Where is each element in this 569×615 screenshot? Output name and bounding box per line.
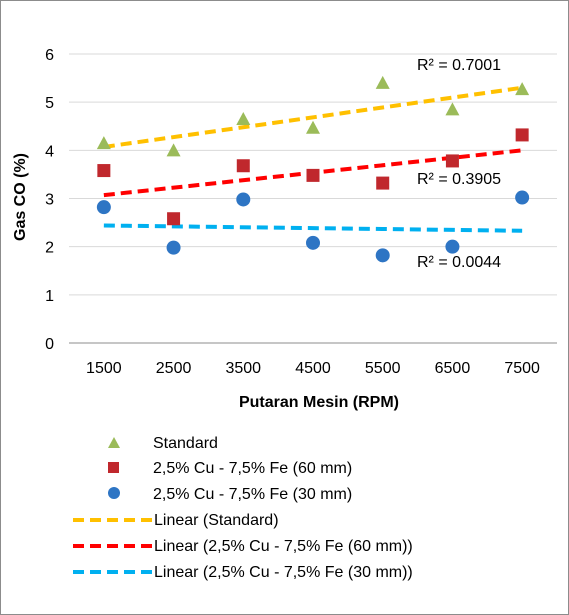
marker-60mm-3500 [236, 159, 250, 173]
marker-30mm-4500 [306, 235, 320, 250]
y-tick-labels: 0 1 2 3 4 5 6 [45, 47, 54, 353]
r2-label-60mm: R² = 0.3905 [417, 171, 501, 188]
marker-standard-3500 [236, 112, 251, 126]
y-tick-label-5: 5 [45, 95, 54, 112]
marker-30mm-5500 [375, 248, 390, 263]
legend-item-linear-60mm: Linear (2,5% Cu - 7,5% Fe (60 mm)) [73, 538, 413, 555]
legend-item-30mm: 2,5% Cu - 7,5% Fe (30 mm) [108, 486, 352, 503]
marker-standard-1500 [96, 136, 111, 150]
trendline-30mm [103, 223, 523, 233]
y-tick-label-3: 3 [45, 192, 54, 209]
marker-60mm-6500 [445, 154, 459, 168]
r2-label-30mm: R² = 0.0044 [417, 254, 501, 271]
x-tick-label-7500: 7500 [504, 360, 540, 377]
legend-label-standard: Standard [153, 435, 218, 452]
x-tick-label-3500: 3500 [225, 360, 261, 377]
y-tick-label-0: 0 [45, 336, 54, 353]
marker-60mm-5500 [376, 176, 390, 190]
marker-30mm-7500 [515, 190, 530, 205]
y-axis-title: Gas CO (%) [12, 153, 29, 241]
marker-standard-7500 [515, 82, 530, 96]
legend: Standard 2,5% Cu - 7,5% Fe (60 mm) 2,5% … [73, 435, 413, 581]
legend-label-linear-60mm: Linear (2,5% Cu - 7,5% Fe (60 mm)) [154, 538, 413, 555]
marker-30mm-3500 [236, 192, 251, 207]
marker-standard-5500 [375, 75, 390, 89]
marker-standard-2500 [166, 143, 181, 157]
legend-label-60mm: 2,5% Cu - 7,5% Fe (60 mm) [153, 460, 352, 477]
marker-30mm-2500 [166, 240, 181, 255]
y-tick-label-4: 4 [45, 143, 54, 160]
marker-60mm-1500 [97, 164, 111, 178]
trendline-layer [103, 85, 523, 233]
marker-60mm-4500 [306, 168, 320, 182]
legend-label-linear-standard: Linear (Standard) [154, 512, 279, 529]
x-tick-labels: 1500 2500 3500 4500 5500 6500 7500 [86, 360, 540, 377]
marker-30mm-6500 [445, 239, 460, 254]
r2-label-standard: R² = 0.7001 [417, 57, 501, 74]
marker-standard-4500 [306, 120, 320, 134]
marker-30mm-1500 [96, 200, 111, 215]
marker-60mm-2500 [167, 212, 181, 226]
legend-item-linear-standard: Linear (Standard) [73, 512, 279, 529]
x-tick-label-5500: 5500 [365, 360, 401, 377]
legend-marker-triangle [108, 437, 120, 448]
r2-labels: R² = 0.7001 R² = 0.3905 R² = 0.0044 [417, 57, 501, 271]
legend-item-standard: Standard [108, 435, 218, 452]
y-tick-label-6: 6 [45, 47, 54, 64]
trendline-standard [103, 85, 523, 149]
y-tick-label-2: 2 [45, 240, 54, 257]
legend-label-linear-30mm: Linear (2,5% Cu - 7,5% Fe (30 mm)) [154, 564, 413, 581]
marker-layer [96, 75, 530, 263]
x-axis-title: Putaran Mesin (RPM) [239, 394, 399, 411]
x-tick-label-2500: 2500 [156, 360, 192, 377]
x-tick-label-6500: 6500 [435, 360, 471, 377]
legend-marker-square [108, 462, 119, 473]
marker-60mm-7500 [515, 128, 529, 142]
marker-standard-6500 [445, 102, 460, 116]
grid-layer [69, 53, 557, 344]
legend-marker-circle [108, 487, 120, 499]
legend-item-linear-30mm: Linear (2,5% Cu - 7,5% Fe (30 mm)) [73, 564, 413, 581]
x-tick-label-1500: 1500 [86, 360, 122, 377]
y-tick-label-1: 1 [45, 288, 54, 305]
x-tick-label-4500: 4500 [295, 360, 331, 377]
legend-label-30mm: 2,5% Cu - 7,5% Fe (30 mm) [153, 486, 352, 503]
legend-item-60mm: 2,5% Cu - 7,5% Fe (60 mm) [108, 460, 352, 477]
